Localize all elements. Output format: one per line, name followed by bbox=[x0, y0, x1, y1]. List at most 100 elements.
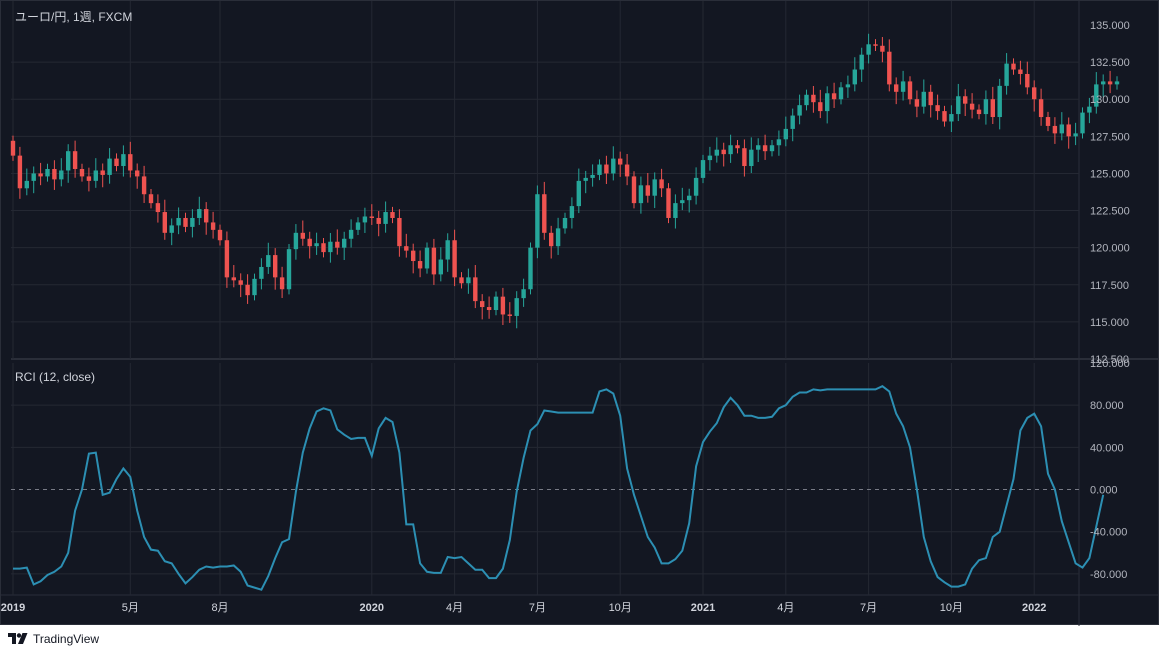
main-y-tick-label: 135.000 bbox=[1090, 20, 1130, 32]
candle-body bbox=[314, 243, 319, 247]
candle-body bbox=[438, 259, 443, 275]
candle-body bbox=[141, 176, 147, 195]
main-y-tick-label: 112.500 bbox=[1090, 354, 1129, 366]
x-tick-label: 7月 bbox=[529, 602, 546, 614]
candle-body bbox=[1059, 124, 1064, 134]
candle-body bbox=[776, 139, 782, 146]
candle-body bbox=[417, 261, 423, 269]
chart-frame: 135.000 132.500 130.000 127.500 125.000 122.5… bbox=[0, 0, 1159, 626]
candle-body bbox=[66, 151, 71, 171]
candle-body bbox=[900, 81, 906, 92]
candle-body bbox=[907, 81, 913, 100]
footer[interactable]: TradingView bbox=[8, 630, 99, 648]
candle-body bbox=[155, 203, 161, 213]
candle-body bbox=[631, 176, 637, 204]
candle-body bbox=[1073, 133, 1078, 137]
candle-body bbox=[411, 250, 416, 262]
rci-chart-title: RCI (12, close) bbox=[15, 370, 96, 384]
candle-body bbox=[273, 255, 278, 278]
candle-body bbox=[445, 240, 450, 260]
candle-body bbox=[735, 145, 740, 149]
candle-body bbox=[1114, 81, 1120, 85]
candle-body bbox=[797, 105, 802, 116]
candle-body bbox=[866, 44, 871, 55]
candle-body bbox=[790, 115, 795, 129]
tradingview-logo-icon bbox=[8, 633, 28, 644]
candle-body bbox=[31, 173, 36, 181]
chart-canvas[interactable]: 135.000 132.500 130.000 127.500 125.000 122.5… bbox=[1, 1, 1159, 626]
candle-body bbox=[459, 277, 464, 284]
x-tick-label: 2021 bbox=[691, 602, 715, 614]
candle-body bbox=[466, 277, 471, 284]
x-tick-label: 4月 bbox=[446, 602, 463, 614]
candle-body bbox=[169, 225, 174, 233]
candle-body bbox=[1101, 81, 1106, 85]
candle-body bbox=[431, 247, 437, 275]
candle-body bbox=[128, 154, 133, 171]
candle-body bbox=[507, 314, 512, 316]
main-y-tick-label: 115.000 bbox=[1090, 317, 1129, 329]
candle-body bbox=[721, 149, 726, 155]
candle-body bbox=[990, 99, 995, 118]
candle-body bbox=[528, 247, 533, 290]
candle-body bbox=[72, 151, 78, 169]
candle-body bbox=[190, 217, 195, 227]
candle-body bbox=[424, 247, 430, 269]
candle-body bbox=[369, 216, 374, 218]
candle-body bbox=[859, 54, 864, 70]
candle-body bbox=[818, 102, 823, 112]
footer-brand: TradingView bbox=[33, 632, 100, 646]
candle-body bbox=[245, 284, 250, 296]
candle-body bbox=[197, 209, 202, 218]
candle-body bbox=[700, 160, 706, 178]
candle-body bbox=[804, 94, 809, 106]
candle-body bbox=[183, 217, 188, 227]
candle-body bbox=[659, 179, 664, 189]
candle-body bbox=[604, 164, 609, 174]
candle-body bbox=[259, 266, 264, 279]
candle-body bbox=[887, 51, 892, 85]
rci-y-tick-label: 120.000 bbox=[1090, 358, 1130, 370]
candle-body bbox=[480, 301, 485, 308]
candle-body bbox=[38, 173, 43, 177]
candle-body bbox=[935, 105, 940, 112]
main-y-tick-label: 122.500 bbox=[1090, 206, 1130, 218]
candle-body bbox=[52, 168, 57, 180]
candle-body bbox=[555, 228, 561, 247]
candle-body bbox=[1094, 84, 1099, 107]
candle-body bbox=[224, 240, 230, 278]
candle-body bbox=[997, 85, 1002, 118]
candle-body bbox=[1011, 63, 1016, 70]
candle-body bbox=[204, 209, 209, 223]
candle-body bbox=[342, 238, 347, 248]
rci-y-tick-label: 80.000 bbox=[1090, 400, 1124, 412]
candle-body bbox=[1032, 87, 1037, 100]
candle-body bbox=[673, 203, 678, 218]
candle-body bbox=[397, 217, 402, 247]
candle-body bbox=[300, 232, 305, 239]
candle-body bbox=[963, 96, 968, 104]
candle-body bbox=[24, 180, 29, 189]
candle-body bbox=[976, 109, 982, 115]
candle-body bbox=[666, 188, 671, 218]
candle-body bbox=[176, 217, 181, 226]
x-tick-label: 7月 bbox=[860, 602, 877, 614]
candle-body bbox=[576, 180, 581, 207]
candle-body bbox=[618, 158, 623, 165]
candle-body bbox=[17, 155, 23, 189]
candle-body bbox=[569, 206, 575, 218]
candle-body bbox=[590, 174, 595, 178]
candle-body bbox=[86, 176, 92, 181]
candle-body bbox=[93, 170, 98, 181]
candle-body bbox=[811, 94, 816, 103]
candle-body bbox=[762, 145, 768, 152]
x-tick-label: 10月 bbox=[940, 602, 963, 614]
candle-body bbox=[880, 45, 885, 52]
candle-body bbox=[914, 99, 920, 107]
candle-body bbox=[404, 246, 409, 251]
rci-y-tick-label: 40.000 bbox=[1090, 442, 1124, 454]
main-y-tick-label: 117.500 bbox=[1090, 280, 1129, 292]
candle-body bbox=[1080, 112, 1085, 134]
candle-body bbox=[286, 249, 292, 290]
candle-body bbox=[687, 195, 692, 201]
